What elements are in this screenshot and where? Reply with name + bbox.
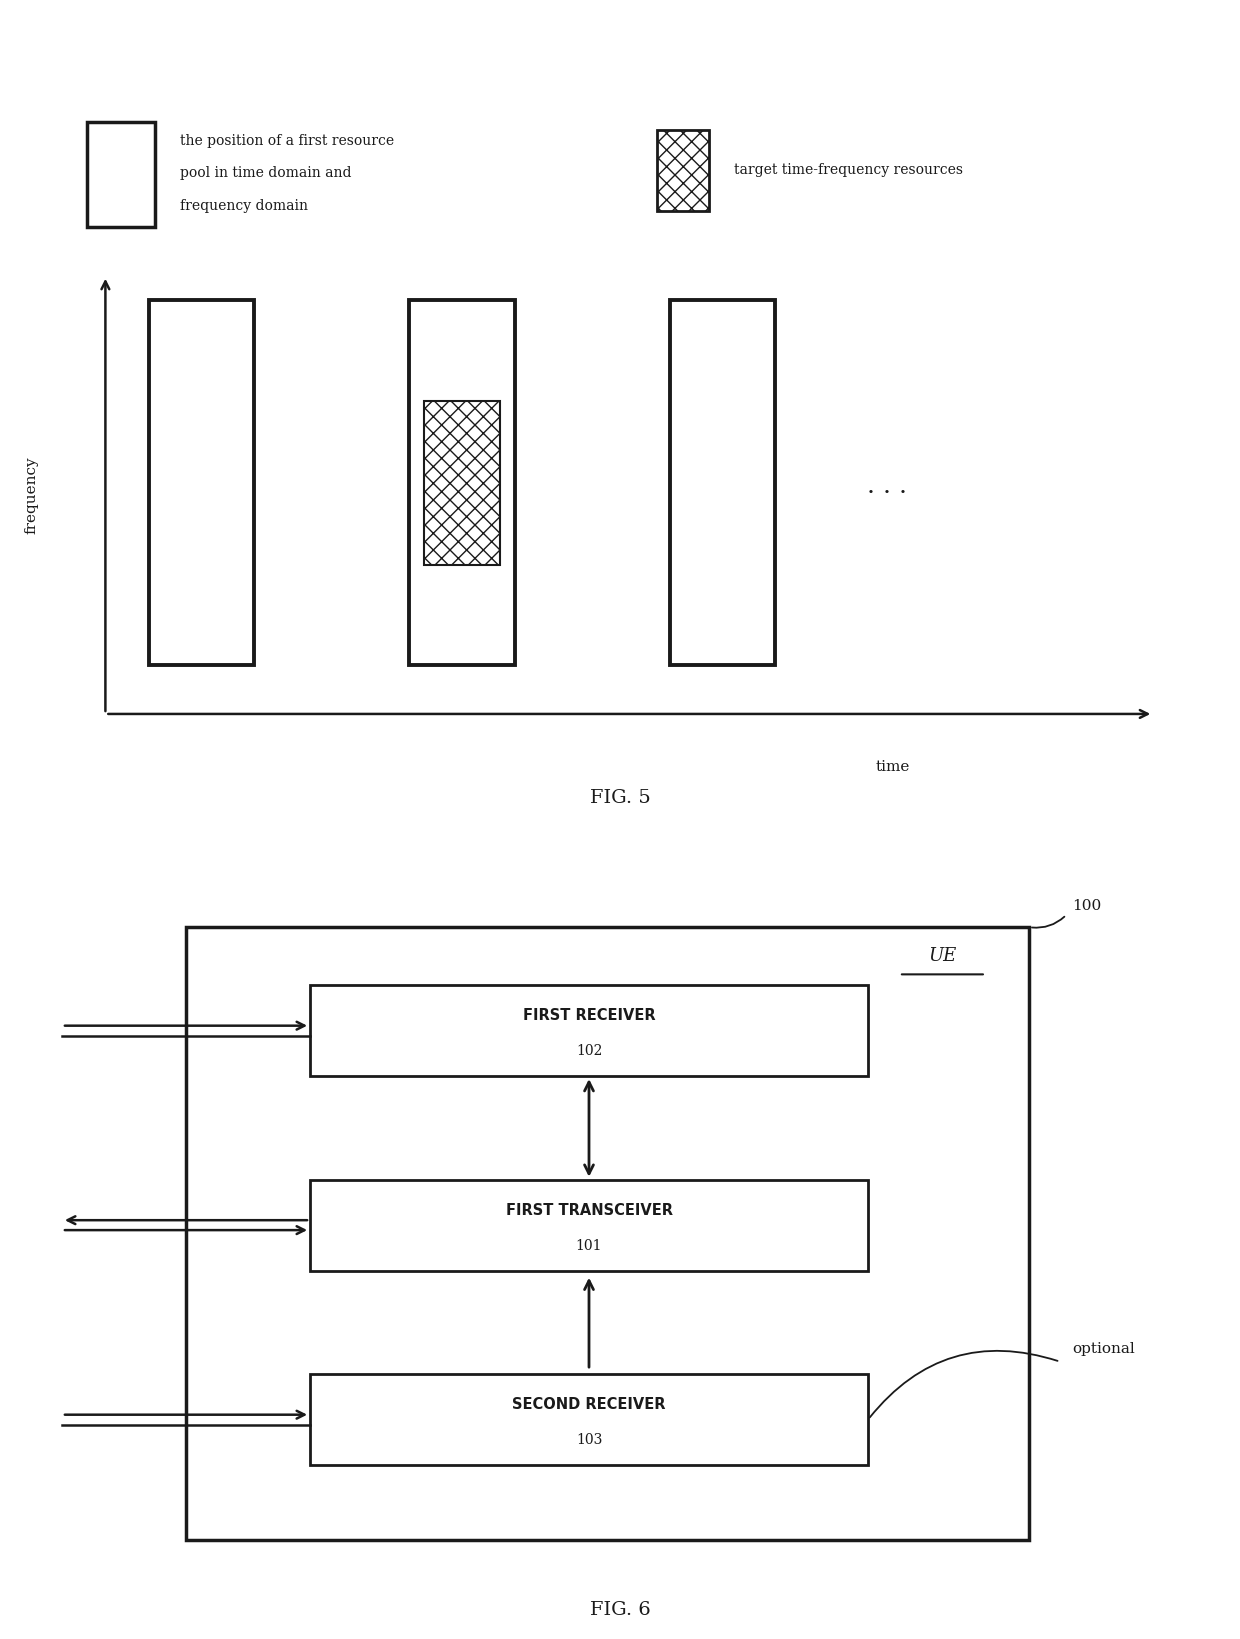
Text: 103: 103 xyxy=(575,1434,603,1447)
Text: UE: UE xyxy=(929,947,956,965)
Bar xyxy=(310,1373,868,1465)
Bar xyxy=(657,129,709,211)
Text: the position of a first resource: the position of a first resource xyxy=(180,134,394,148)
Bar xyxy=(186,928,1029,1539)
Text: frequency domain: frequency domain xyxy=(180,198,308,213)
Text: . . .: . . . xyxy=(867,475,906,498)
Text: SECOND RECEIVER: SECOND RECEIVER xyxy=(512,1398,666,1413)
Bar xyxy=(310,1180,868,1270)
Text: 102: 102 xyxy=(575,1044,603,1059)
Text: time: time xyxy=(875,760,910,774)
Bar xyxy=(424,400,500,565)
Text: 101: 101 xyxy=(575,1239,603,1252)
Text: target time-frequency resources: target time-frequency resources xyxy=(734,164,963,177)
Text: FIG. 5: FIG. 5 xyxy=(590,790,650,808)
Text: optional: optional xyxy=(1073,1342,1136,1357)
Bar xyxy=(670,300,775,665)
Bar xyxy=(87,121,155,228)
Bar xyxy=(310,985,868,1077)
Text: 100: 100 xyxy=(1073,900,1102,913)
Bar xyxy=(149,300,254,665)
Text: FIG. 6: FIG. 6 xyxy=(590,1601,650,1619)
Text: frequency: frequency xyxy=(24,456,38,534)
Bar xyxy=(409,300,515,665)
Text: FIRST TRANSCEIVER: FIRST TRANSCEIVER xyxy=(506,1203,672,1218)
Text: pool in time domain and: pool in time domain and xyxy=(180,166,351,180)
Text: FIRST RECEIVER: FIRST RECEIVER xyxy=(523,1008,655,1023)
